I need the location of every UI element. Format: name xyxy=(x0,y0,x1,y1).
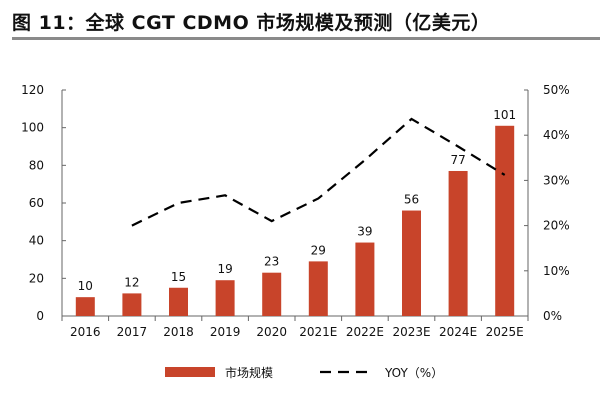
x-tick-label: 2018 xyxy=(163,325,194,339)
left-tick-label: 0 xyxy=(36,309,44,323)
legend-bar-swatch xyxy=(165,367,215,377)
right-tick-label: 20% xyxy=(543,219,570,233)
left-tick-label: 20 xyxy=(29,271,44,285)
bar-data-label: 101 xyxy=(493,108,516,122)
left-tick-label: 80 xyxy=(29,158,44,172)
bar-data-label: 19 xyxy=(217,262,232,276)
x-tick-label: 2016 xyxy=(70,325,101,339)
left-tick-label: 60 xyxy=(29,196,44,210)
bar-data-label: 10 xyxy=(78,279,93,293)
legend-line-label: YOY（%） xyxy=(384,366,443,380)
x-tick-label: 2020 xyxy=(256,325,287,339)
bar xyxy=(122,293,142,316)
right-tick-label: 10% xyxy=(543,264,570,278)
bar xyxy=(215,280,235,316)
x-tick-label: 2022E xyxy=(346,325,384,339)
yoy-line xyxy=(131,117,506,227)
bar xyxy=(402,210,421,316)
bar-data-label: 39 xyxy=(357,225,372,239)
bar xyxy=(262,272,282,316)
x-tick-label: 2025E xyxy=(486,325,524,339)
bar xyxy=(75,297,95,316)
bar-data-label: 23 xyxy=(264,255,279,269)
bar xyxy=(448,170,468,316)
left-tick-label: 120 xyxy=(21,83,44,97)
bar-data-label: 29 xyxy=(311,243,326,257)
x-tick-label: 2021E xyxy=(299,325,337,339)
bar-data-label: 77 xyxy=(450,153,465,167)
bar xyxy=(355,242,375,316)
x-tick-label: 2023E xyxy=(392,325,430,339)
left-tick-label: 40 xyxy=(29,234,44,248)
x-tick-label: 2024E xyxy=(439,325,477,339)
left-tick-label: 100 xyxy=(21,121,44,135)
x-tick-label: 2017 xyxy=(117,325,148,339)
right-tick-label: 40% xyxy=(543,128,570,142)
bar xyxy=(308,261,328,316)
right-tick-label: 50% xyxy=(543,83,570,97)
right-tick-label: 30% xyxy=(543,173,570,187)
bar xyxy=(495,125,515,317)
title-divider xyxy=(12,37,600,40)
legend-bar-label: 市场规模 xyxy=(225,365,273,380)
x-tick-label: 2019 xyxy=(210,325,241,339)
bar-data-label: 15 xyxy=(171,270,186,284)
bar-data-label: 12 xyxy=(124,275,139,289)
bar-data-label: 56 xyxy=(404,193,419,207)
right-tick-label: 0% xyxy=(543,309,562,323)
chart-title: 图 11：全球 CGT CDMO 市场规模及预测（亿美元） xyxy=(12,12,491,34)
bar xyxy=(169,287,188,316)
